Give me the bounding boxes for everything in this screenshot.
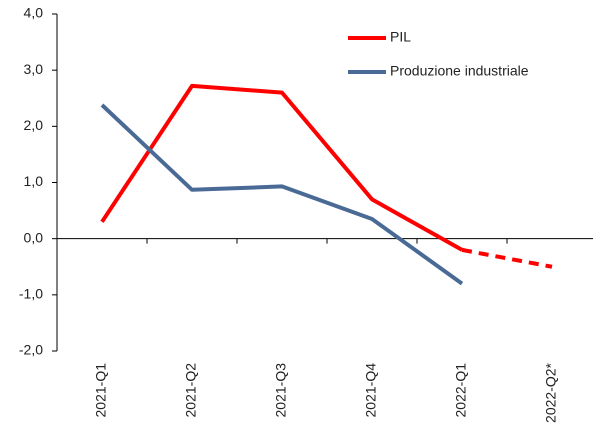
legend-label: PIL bbox=[390, 29, 411, 45]
y-tick-label: 0,0 bbox=[24, 229, 44, 245]
x-tick-label: 2021-Q4 bbox=[363, 363, 379, 418]
y-tick-label: 3,0 bbox=[24, 61, 44, 77]
x-tick-label: 2022-Q2* bbox=[543, 362, 559, 422]
x-tick-label: 2022-Q1 bbox=[453, 363, 469, 418]
x-tick-label: 2021-Q3 bbox=[273, 363, 289, 418]
x-tick-label: 2021-Q2 bbox=[183, 363, 199, 418]
x-tick-label: 2021-Q1 bbox=[93, 363, 109, 418]
series-line-dashed bbox=[461, 247, 553, 269]
y-tick-label: 2,0 bbox=[24, 117, 44, 133]
y-tick-label: 1,0 bbox=[24, 173, 44, 189]
legend-label: Produzione industriale bbox=[390, 63, 529, 79]
y-tick-label: -1,0 bbox=[19, 286, 43, 302]
series-line bbox=[100, 103, 464, 286]
y-tick-label: 4,0 bbox=[24, 5, 44, 21]
y-tick-label: -2,0 bbox=[19, 342, 43, 358]
series-line bbox=[100, 83, 463, 252]
